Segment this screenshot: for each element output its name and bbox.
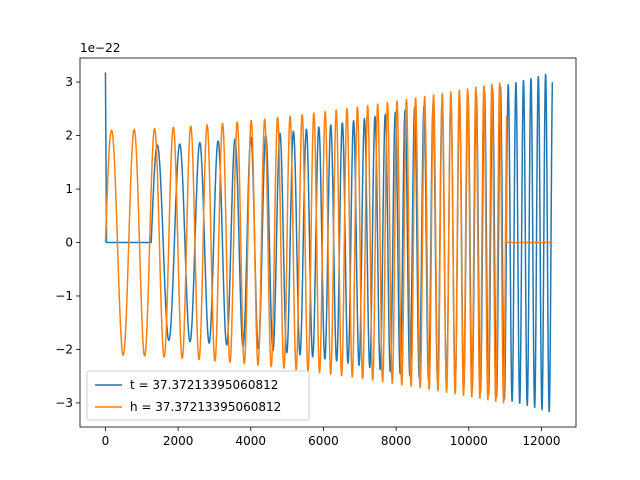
x-tick-label: 0 (102, 434, 110, 448)
y-axis: −3 −2 −1 0 1 2 3 (55, 75, 80, 410)
y-tick-label: −3 (55, 396, 73, 410)
x-tick-label: 8000 (381, 434, 412, 448)
y-tick-label: 1 (65, 182, 73, 196)
series-group (104, 72, 554, 413)
x-tick-label: 4000 (236, 434, 267, 448)
x-tick-label: 12000 (522, 434, 560, 448)
x-tick-label: 2000 (163, 434, 194, 448)
y-tick-label: −1 (55, 289, 73, 303)
y-tick-label: 2 (65, 129, 73, 143)
x-axis: 0 2000 4000 6000 8000 10000 12000 (102, 427, 561, 448)
series-line-h (104, 82, 553, 404)
legend: t = 37.37213395060812 h = 37.37213395060… (86, 370, 310, 421)
y-tick-label: −2 (55, 342, 73, 356)
legend-box (86, 370, 310, 421)
x-tick-label: 6000 (308, 434, 339, 448)
legend-label-h: h = 37.37213395060812 (130, 400, 281, 414)
y-tick-label: 0 (65, 236, 73, 250)
legend-label-t: t = 37.37213395060812 (130, 378, 278, 392)
y-tick-label: 3 (65, 75, 73, 89)
x-tick-label: 10000 (450, 434, 488, 448)
y-offset-label: 1e−22 (80, 41, 120, 55)
